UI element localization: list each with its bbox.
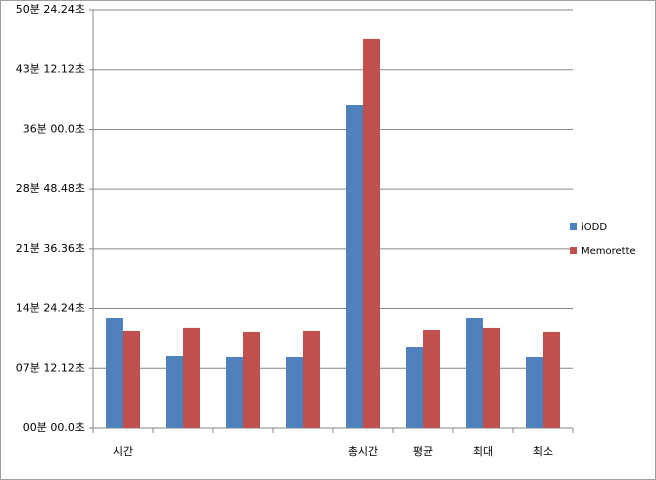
legend-label: Memorette bbox=[581, 246, 636, 257]
x-tick-label: 총시간 bbox=[348, 445, 378, 458]
bar bbox=[166, 355, 183, 428]
bar bbox=[406, 347, 423, 428]
legend-swatch bbox=[570, 223, 577, 230]
bar bbox=[123, 330, 140, 428]
bar bbox=[226, 356, 243, 428]
bar bbox=[543, 331, 560, 428]
legend-label: iODD bbox=[581, 222, 607, 233]
x-tick-label: 평균 bbox=[413, 445, 433, 458]
x-tick-label: 시간 bbox=[113, 445, 133, 458]
y-tick-label: 43분 12.12초 bbox=[16, 63, 85, 76]
legend-swatch bbox=[570, 247, 577, 254]
bar bbox=[346, 104, 363, 428]
y-tick-label: 50분 24.24초 bbox=[16, 3, 85, 16]
bar bbox=[303, 330, 320, 428]
bar bbox=[243, 331, 260, 428]
y-tick-label: 28분 48.48초 bbox=[16, 182, 85, 195]
x-tick-label: 최소 bbox=[533, 445, 553, 458]
bar bbox=[286, 356, 303, 428]
y-tick-label: 00분 00.0초 bbox=[23, 421, 85, 434]
bar bbox=[423, 330, 440, 428]
bar bbox=[106, 317, 123, 428]
bar bbox=[483, 327, 500, 428]
y-tick-label: 36분 00.0초 bbox=[23, 122, 85, 135]
x-tick-label: 최대 bbox=[473, 445, 493, 458]
y-tick-label: 21분 36.36초 bbox=[16, 242, 85, 255]
bar bbox=[466, 317, 483, 428]
bar bbox=[526, 356, 543, 428]
y-tick-label: 07분 12.12초 bbox=[16, 361, 85, 374]
y-tick-label: 14분 24.24초 bbox=[16, 302, 85, 315]
bar bbox=[183, 327, 200, 428]
bar bbox=[363, 38, 380, 428]
